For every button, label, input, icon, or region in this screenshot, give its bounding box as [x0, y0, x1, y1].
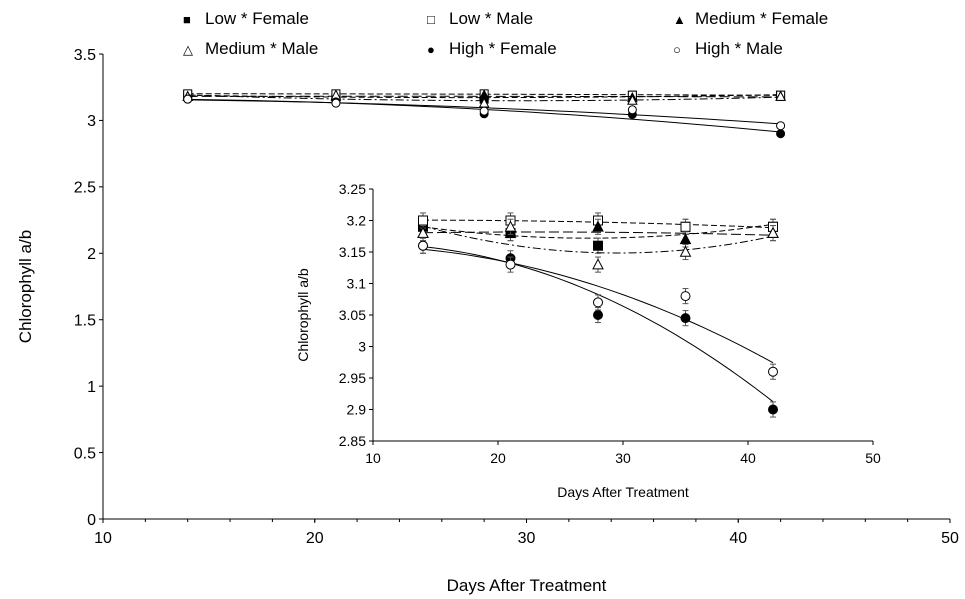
y-tick-label: 3.2	[347, 213, 367, 229]
open-circle-icon: ○	[673, 41, 681, 57]
legend-item-low-female: ■ Low * Female	[183, 9, 309, 29]
data-point	[775, 90, 786, 101]
y-tick-label: 2.85	[339, 433, 366, 449]
data-point	[504, 220, 517, 232]
open-triangle-icon: △	[183, 41, 193, 57]
legend-label: Medium * Female	[695, 9, 829, 28]
x-tick-label: 20	[306, 530, 324, 547]
data-point	[768, 366, 778, 377]
y-tick-label: 3	[358, 339, 366, 355]
series-medium-male	[417, 218, 779, 273]
series-high-male	[183, 94, 786, 131]
data-point	[593, 240, 603, 251]
legend-item-medium-female: ▲ Medium * Female	[673, 9, 828, 29]
legend-label: Low * Female	[205, 9, 309, 28]
data-point	[776, 121, 786, 131]
y-tick-label: 1	[87, 379, 96, 396]
x-tick-label: 40	[740, 450, 756, 466]
data-point	[183, 94, 193, 104]
x-tick-label: 30	[518, 530, 536, 547]
inset-background	[300, 180, 880, 510]
y-tick-label: 3.25	[339, 181, 366, 197]
y-tick-label: 3.5	[74, 47, 96, 64]
data-point	[680, 291, 691, 302]
data-point	[627, 105, 637, 115]
y-axis-label: Chlorophyll a/b	[295, 268, 311, 362]
data-point	[592, 258, 604, 270]
y-tick-label: 1.5	[74, 312, 96, 329]
legend-item-high-female: ● High * Female	[427, 39, 557, 59]
series-high-male	[418, 237, 778, 380]
x-tick-label: 10	[365, 450, 381, 466]
legend-label: High * Male	[695, 39, 783, 58]
y-tick-label: 2.5	[74, 180, 96, 197]
y-tick-label: 0	[87, 512, 96, 529]
main-chart: 0 0.5 1 1.5 2 2.5 3 3.5 10 20 30 40 50 Days After Tre…	[16, 47, 959, 595]
trendline	[422, 225, 774, 254]
chart-legend: ■ Low * Female □ Low * Male ▲ Medium * F…	[0, 0, 965, 70]
trendline	[422, 248, 774, 364]
x-tick-label: 10	[94, 530, 112, 547]
x-tick-label: 40	[729, 530, 747, 547]
legend-label: High * Female	[449, 39, 557, 58]
x-tick-label: 20	[490, 450, 506, 466]
data-point	[418, 215, 428, 226]
filled-triangle-icon: ▲	[673, 11, 686, 27]
data-point	[479, 106, 489, 116]
data-point	[331, 98, 341, 108]
x-tick-label: 50	[865, 450, 881, 466]
y-axis-label: Chlorophyll a/b	[16, 230, 35, 343]
legend-item-low-male: □ Low * Male	[427, 9, 533, 29]
filled-circle-icon: ●	[427, 41, 435, 57]
y-tick-label: 2.95	[339, 370, 366, 386]
y-tick-label: 3.1	[347, 276, 367, 292]
y-tick-label: 0.5	[74, 445, 96, 462]
y-tick-label: 2	[87, 246, 96, 263]
data-point	[418, 240, 428, 251]
data-point	[592, 220, 604, 232]
trendline	[187, 94, 781, 102]
open-square-icon: □	[427, 11, 435, 27]
data-point	[679, 245, 692, 257]
x-axis-label: Days After Treatment	[447, 576, 607, 595]
y-tick-label: 2.9	[347, 402, 367, 418]
legend-label: Medium * Male	[205, 39, 319, 58]
y-tick-label: 3	[87, 113, 96, 130]
data-point	[627, 94, 638, 105]
data-point	[767, 226, 779, 238]
x-tick-label: 50	[941, 530, 959, 547]
y-tick-label: 3.05	[339, 307, 366, 323]
data-point	[593, 297, 603, 308]
data-point	[505, 259, 516, 270]
data-point	[680, 221, 691, 232]
legend-item-medium-male: △ Medium * Male	[183, 39, 318, 59]
filled-square-icon: ■	[183, 11, 191, 27]
legend-item-high-male: ○ High * Male	[673, 39, 783, 59]
y-tick-label: 3.15	[339, 244, 366, 260]
data-point	[776, 129, 786, 139]
legend-label: Low * Male	[449, 9, 534, 28]
inset-chart: 2.85 2.9 2.95 3 3.05 3.1 3.15 3.2 3.25 10 20 30 40 50…	[295, 180, 881, 510]
x-tick-label: 30	[615, 450, 631, 466]
data-point	[768, 404, 778, 415]
data-point	[679, 233, 692, 245]
x-axis-label: Days After Treatment	[557, 484, 689, 500]
data-point	[593, 310, 603, 320]
data-point	[417, 226, 429, 238]
